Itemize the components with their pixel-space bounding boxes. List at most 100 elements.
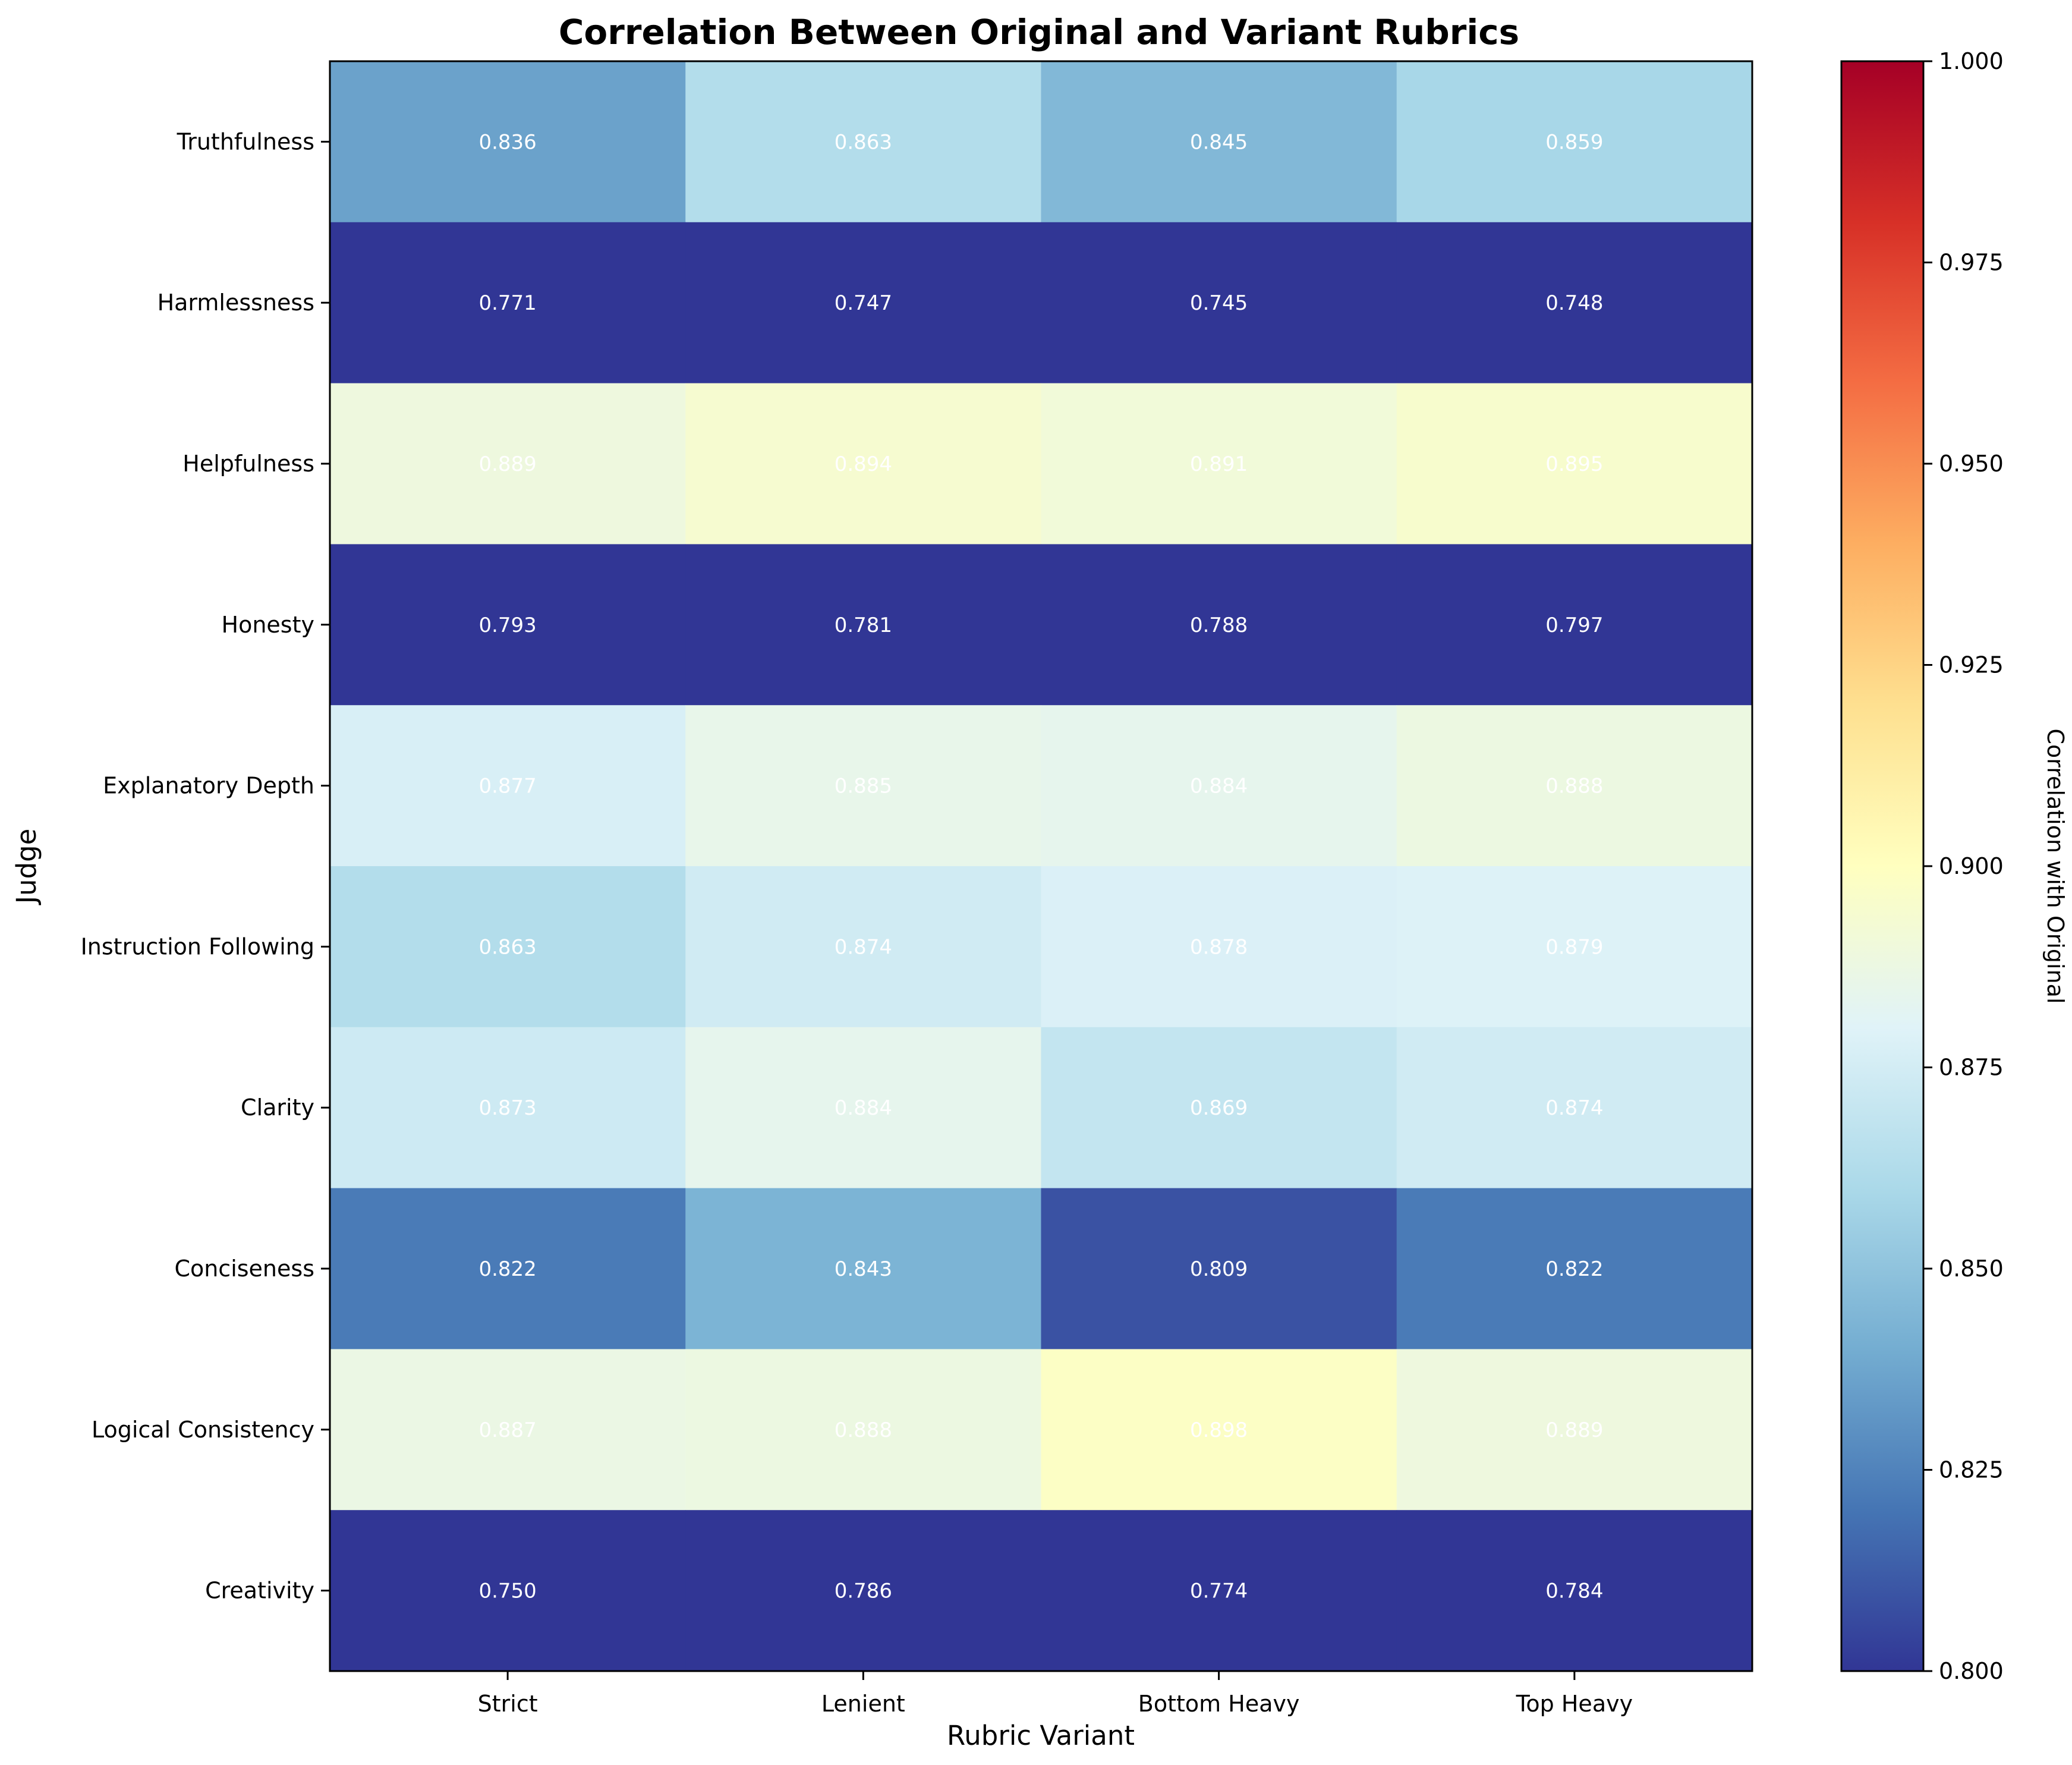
heatmap-cell-value: 0.863 [835,130,892,154]
heatmap-cell [330,544,686,706]
heatmap-cell-labels: 0.836 0.863 0.845 0.859 0.771 0.747 0.745 0.748… [478,130,1603,1603]
y-tick-label: Instruction Following [81,933,314,959]
y-tick-label: Helpfulness [182,451,314,477]
heatmap-cell-value: 0.874 [1545,1096,1603,1120]
heatmap-cell-value: 0.894 [835,452,892,476]
heatmap-cell-value: 0.771 [478,291,536,315]
heatmap-cell-value: 0.863 [478,935,536,959]
heatmap-cell-value: 0.888 [1545,775,1603,798]
heatmap-cell [1396,1349,1753,1511]
heatmap-cell-value: 0.822 [1545,1257,1603,1281]
heatmap-cell [1041,222,1397,384]
heatmap-cell [1041,705,1397,867]
x-tick-label: Bottom Heavy [1138,1691,1300,1717]
heatmap-cell-value: 0.878 [1190,935,1248,959]
colorbar-tick-label: 0.825 [1939,1457,2004,1483]
heatmap-cell [330,1349,686,1511]
heatmap-cell [1041,383,1397,545]
heatmap-cell [685,1510,1041,1672]
heatmap-cell [1396,1188,1753,1349]
heatmap-cell [330,222,686,384]
y-axis-ticks: Truthfulness Harmlessness Helpfulness Hones… [81,128,330,1604]
heatmap-cell-value: 0.887 [478,1418,536,1442]
heatmap-cell-value: 0.889 [478,452,536,476]
heatmap-cell-value: 0.888 [835,1418,892,1442]
colorbar-tick-label: 0.925 [1939,652,2004,678]
heatmap-cell-value: 0.745 [1190,291,1248,315]
heatmap-cell-value: 0.750 [478,1580,536,1603]
heatmap-cell-value: 0.781 [835,613,892,637]
plot-frame [329,60,1753,1672]
heatmap-cell [330,61,686,223]
y-tick-label: Creativity [205,1578,314,1604]
heatmap-cell [330,1510,686,1672]
heatmap-cell-value: 0.884 [1190,775,1248,798]
heatmap-cell [1396,1027,1753,1189]
heatmap-cell [1041,544,1397,706]
heatmap-cell-value: 0.748 [1545,291,1603,315]
colorbar-gradient [1841,61,1923,1671]
heatmap-cell-value: 0.797 [1545,613,1603,637]
y-tick-label: Logical Consistency [92,1417,314,1443]
chart-title: Correlation Between Original and Variant… [559,12,1519,52]
heatmap-cell-value: 0.898 [1190,1418,1248,1442]
heatmap-cell-value: 0.747 [835,291,892,315]
colorbar-tick-label: 0.975 [1939,250,2004,276]
heatmap-cell [1396,705,1753,867]
heatmap-cell-value: 0.885 [835,775,892,798]
heatmap-cell [685,1027,1041,1189]
y-tick-label: Honesty [222,612,314,638]
x-tick-label: Top Heavy [1516,1691,1633,1717]
heatmap-cell [685,383,1041,545]
heatmap-cell-value: 0.809 [1190,1257,1248,1281]
y-axis-label: Judge [11,829,42,906]
heatmap-cell-value: 0.859 [1545,130,1603,154]
colorbar-tick-label: 1.000 [1939,48,2004,74]
heatmap-cell [685,222,1041,384]
heatmap-cell-value: 0.877 [478,775,536,798]
colorbar-tick-label: 0.800 [1939,1658,2004,1684]
y-tick-label: Clarity [241,1094,314,1121]
heatmap-cell-value: 0.879 [1545,935,1603,959]
heatmap-cell-value: 0.788 [1190,613,1248,637]
colorbar-tick-label: 0.850 [1939,1256,2004,1282]
heatmap-cell [330,383,686,545]
heatmap-cell [1396,1510,1753,1672]
heatmap-cell [1041,1027,1397,1189]
heatmap-cell [1041,1188,1397,1349]
heatmap-cell [330,705,686,867]
heatmap-cell [330,1027,686,1189]
heatmap-cell-value: 0.793 [478,613,536,637]
heatmap-cell-value: 0.784 [1545,1580,1603,1603]
y-tick-label: Explanatory Depth [103,773,314,799]
x-axis-ticks: Strict Lenient Bottom Heavy Top Heavy [478,1671,1633,1717]
x-tick-label: Lenient [821,1691,905,1717]
colorbar-tick-label: 0.950 [1939,451,2004,477]
heatmap-cell-value: 0.786 [835,1580,892,1603]
x-tick-label: Strict [478,1691,538,1717]
heatmap-cell-value: 0.891 [1190,452,1248,476]
heatmap-cell-value: 0.822 [478,1257,536,1281]
heatmap-cell [685,1349,1041,1511]
heatmap-cell-value: 0.889 [1545,1418,1603,1442]
x-axis-label: Rubric Variant [947,1720,1135,1751]
y-tick-label: Harmlessness [158,290,314,316]
heatmap-cell [1396,222,1753,384]
heatmap-cell-value: 0.895 [1545,452,1603,476]
heatmap-cell-value: 0.869 [1190,1096,1248,1120]
heatmap-cell [685,705,1041,867]
heatmap-cell-value: 0.873 [478,1096,536,1120]
colorbar-label: Correlation with Original [2042,728,2068,1003]
y-tick-label: Truthfulness [177,128,314,155]
heatmap-cell [685,544,1041,706]
heatmap-cell [1396,383,1753,545]
heatmap-cell [685,61,1041,223]
heatmap-cell-value: 0.774 [1190,1580,1248,1603]
heatmap-cell [330,866,686,1028]
heatmap-cell [1396,544,1753,706]
heatmap-cell-value: 0.884 [835,1096,892,1120]
heatmap-cell-value: 0.845 [1190,130,1248,154]
heatmap-cell-value: 0.874 [835,935,892,959]
